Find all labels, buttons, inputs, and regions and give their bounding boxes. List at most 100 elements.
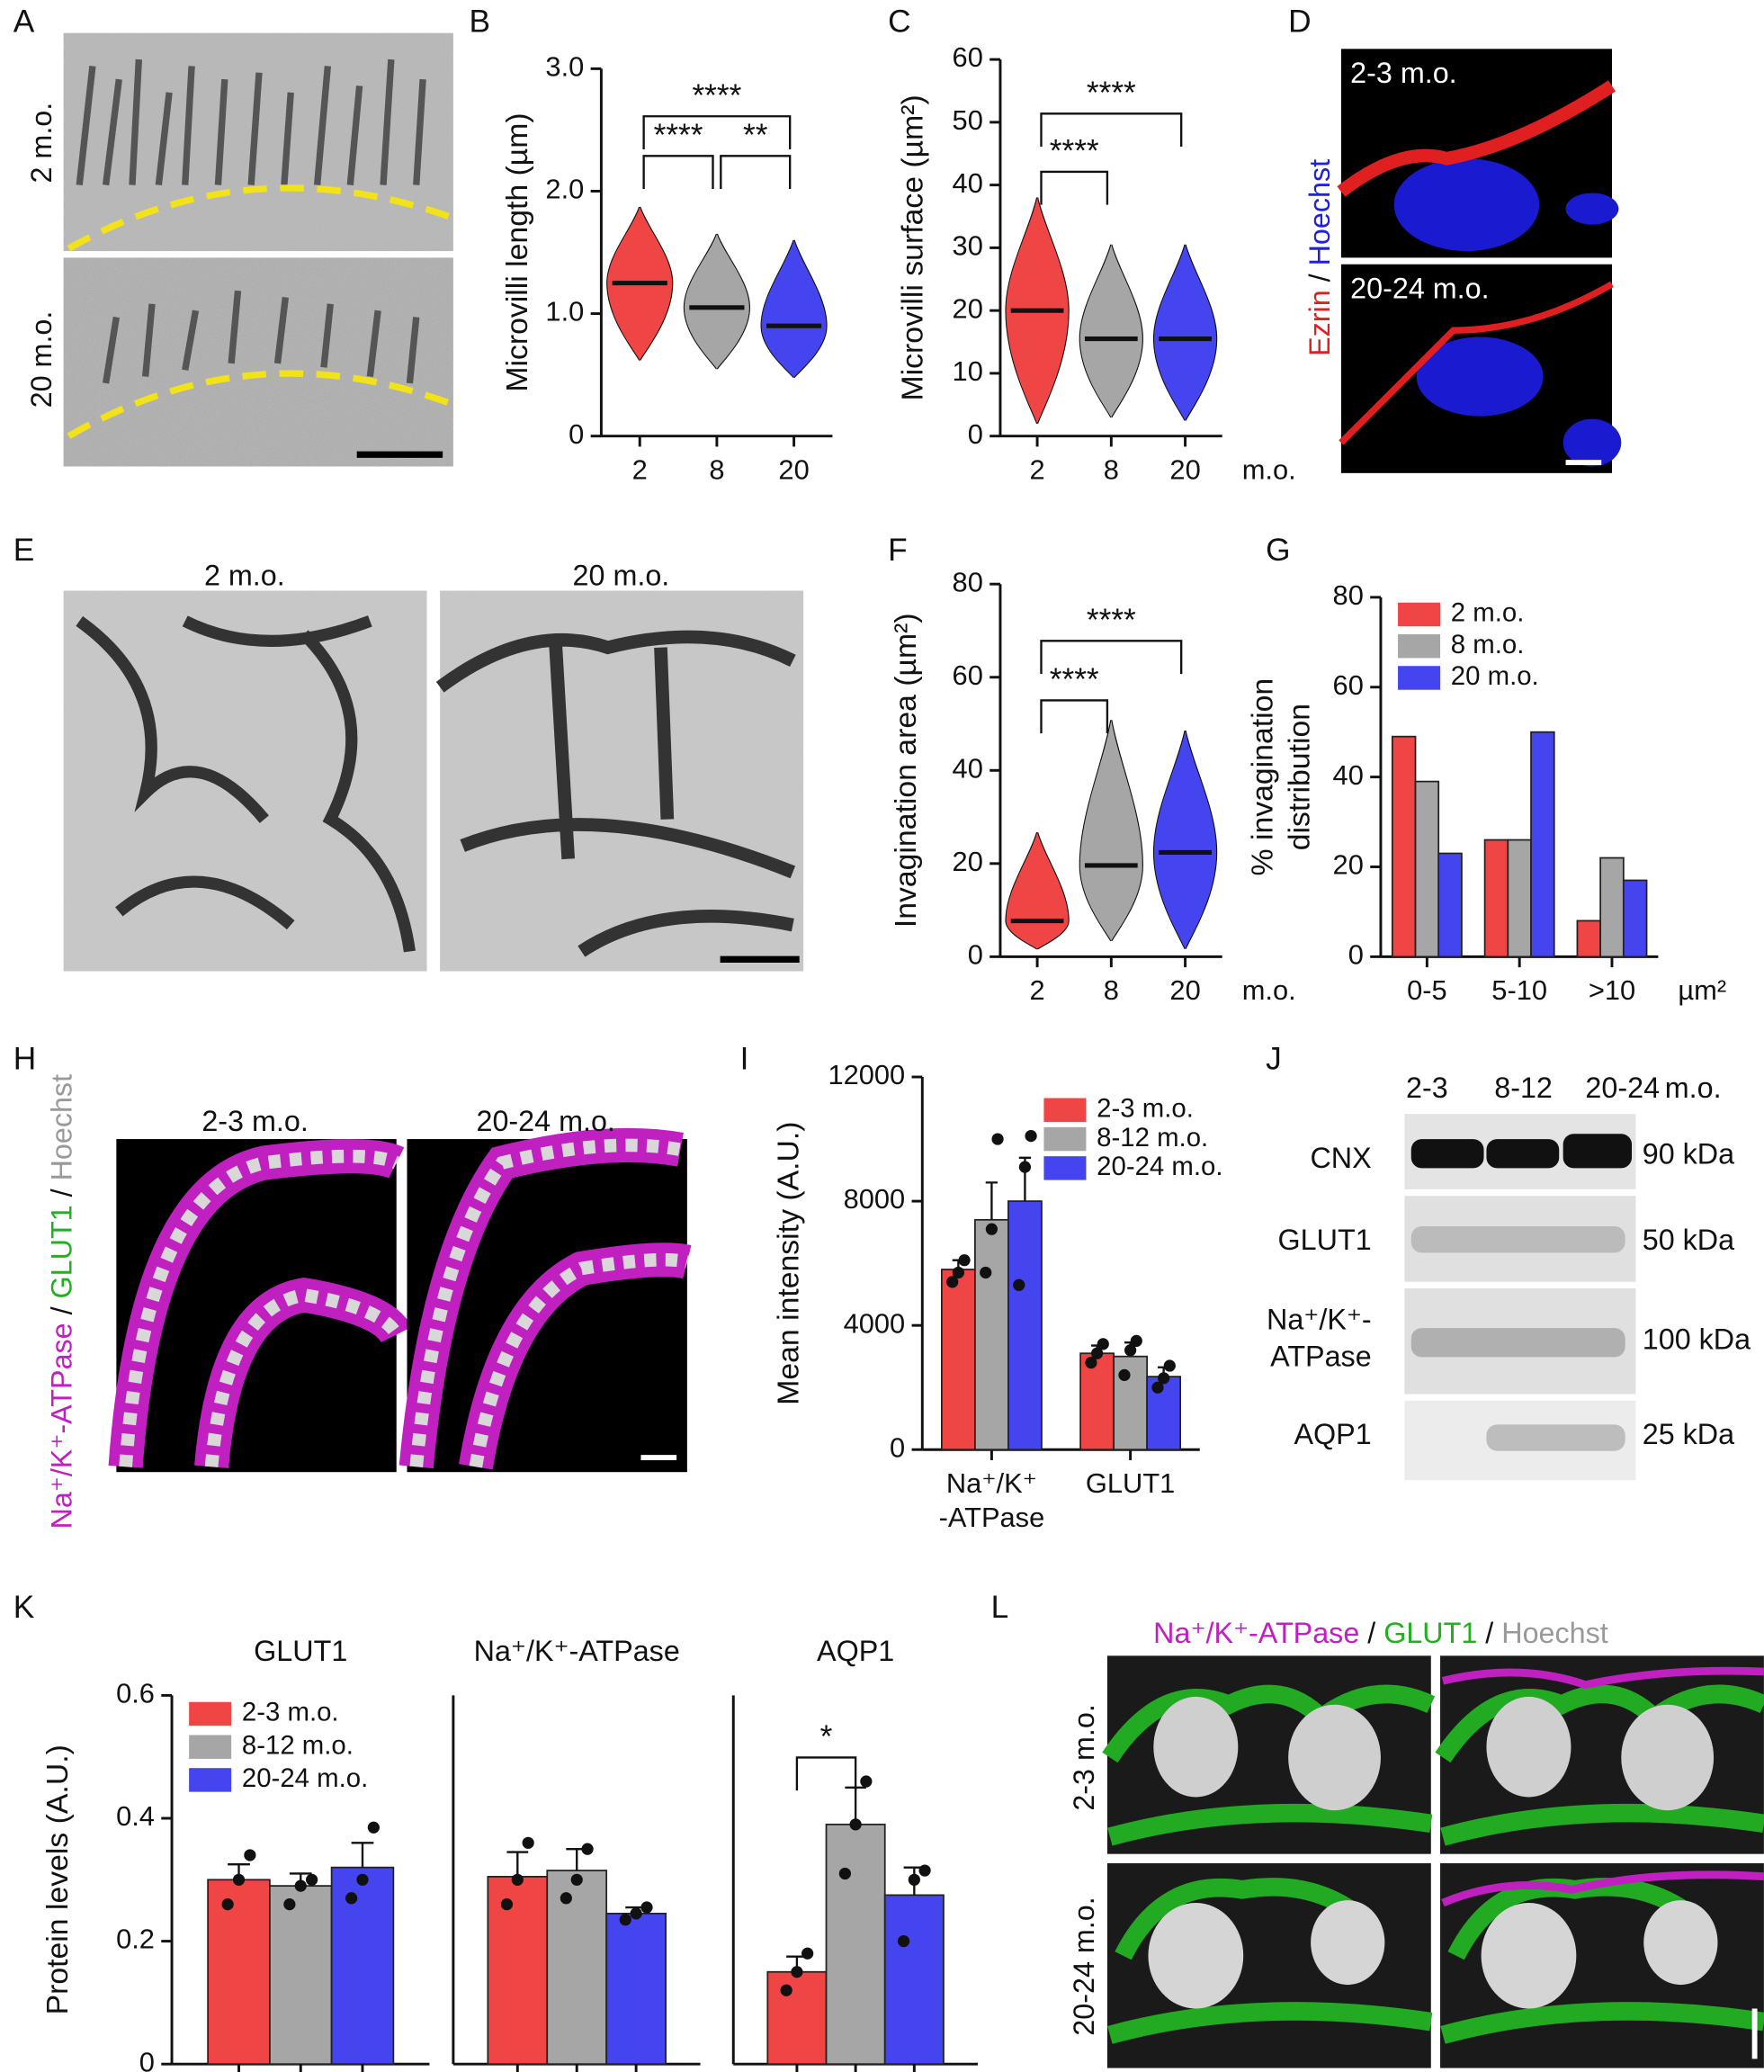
sig-bracket <box>642 155 714 190</box>
bar <box>207 1879 271 2066</box>
legend-swatch <box>1043 1098 1087 1122</box>
panel-letter: L <box>991 1590 1009 1625</box>
x-tick-label: 20 <box>1169 974 1200 1006</box>
panel-letter: E <box>13 533 35 568</box>
y-tick-label: 20 <box>953 846 983 877</box>
y-tick-label: 3.0 <box>545 51 584 83</box>
y-tick-label: 4000 <box>844 1307 906 1339</box>
ezrin-signal <box>1337 80 1616 197</box>
legend-swatch <box>1398 634 1441 659</box>
membrane-line <box>67 184 455 252</box>
bar <box>1007 1200 1043 1451</box>
nuclei <box>409 1138 689 1468</box>
y-tick-label: 40 <box>953 167 983 199</box>
membrane-line <box>67 370 451 439</box>
violin-fill <box>761 239 827 378</box>
panel-letter: G <box>1266 533 1290 568</box>
data-point <box>640 1901 653 1914</box>
y-tick-label: 12000 <box>828 1059 905 1090</box>
sig-label: **** <box>1087 76 1136 111</box>
x-tick-label: 20 <box>1169 453 1200 485</box>
panel-h-images: 2-3 m.o. 20-24 m.o. Na⁺/K⁺-ATPase / GLUT… <box>45 1074 692 1529</box>
x-tick-label: 2 <box>632 453 648 485</box>
band <box>1410 1328 1625 1358</box>
data-point <box>980 1266 992 1279</box>
bar <box>1483 839 1509 958</box>
stain-part: Hoechst <box>45 1074 77 1181</box>
data-point <box>985 1223 998 1235</box>
error-bar <box>351 1842 374 1868</box>
microvilli <box>76 58 426 186</box>
y-tick-label: 0 <box>968 939 983 971</box>
bar <box>1437 852 1463 958</box>
legend-swatch <box>189 1768 232 1792</box>
protein-label: CNX <box>1310 1142 1371 1174</box>
x-unit: m.o. <box>1242 974 1296 1006</box>
x-tick-label: 8 <box>1104 974 1119 1006</box>
data-point <box>581 1843 594 1855</box>
data-point <box>958 1254 971 1267</box>
image-label: 20-24 m.o. <box>477 1105 615 1137</box>
y-tick-label: 0 <box>890 1431 905 1463</box>
data-point <box>849 1818 862 1831</box>
bar <box>1391 735 1417 958</box>
image-label: 20-24 m.o. <box>1350 273 1489 305</box>
bar <box>1576 919 1602 958</box>
legend-label: 2-3 m.o. <box>1097 1094 1194 1124</box>
data-point <box>908 1873 920 1886</box>
protein-label: ATPase <box>1270 1340 1372 1372</box>
legend-swatch <box>1043 1126 1087 1152</box>
data-point <box>511 1873 524 1886</box>
lane-label: 20-24 <box>1585 1072 1660 1104</box>
em-texture <box>63 32 453 252</box>
atpase-signal <box>1441 1666 1764 1690</box>
band <box>1563 1134 1633 1169</box>
x-tick-label: 2 <box>1030 974 1045 1006</box>
y-tick-label: 60 <box>1333 669 1364 701</box>
y-axis-label: Microvilli surface (µm²) <box>895 94 929 400</box>
data-point <box>838 1867 851 1880</box>
violin-fill <box>1079 720 1142 941</box>
data-point <box>283 1898 296 1911</box>
sig-label: ** <box>743 118 768 153</box>
panel-j-blot: 2-3 8-12 20-24 m.o. CNX GLUT1 Na⁺/K⁺- AT… <box>1267 1072 1751 1480</box>
y-tick-label: 0 <box>968 418 983 450</box>
y-tick-label: 2.0 <box>545 174 584 205</box>
panel-letter: C <box>888 4 910 40</box>
bar <box>974 1218 1009 1451</box>
data-point <box>1085 1356 1097 1369</box>
nuclei <box>119 1149 403 1467</box>
data-point <box>1163 1359 1176 1372</box>
x-tick-label: 20 <box>778 453 809 485</box>
violin-fill <box>1006 832 1069 949</box>
em-texture <box>63 257 453 467</box>
image-label: 2-3 m.o. <box>1068 1704 1100 1810</box>
data-point <box>232 1873 246 1886</box>
legend-label: 20-24 m.o. <box>242 1763 368 1793</box>
bar <box>487 1876 549 2066</box>
y-axis-label: Microvilli length (µm) <box>500 112 534 391</box>
data-point <box>1130 1334 1142 1348</box>
atpase-signal <box>1441 1870 1764 1907</box>
nucleus <box>1486 1696 1571 1798</box>
bar <box>883 1894 945 2066</box>
bar <box>1079 1352 1115 1451</box>
panel-d-images: 2-3 m.o. 20-24 m.o. Ezrin / Hoechst <box>1303 49 1622 473</box>
stain-label: Na⁺/K⁺-ATPase / GLUT1 / Hoechst <box>45 1074 77 1529</box>
y-tick-label: 0.2 <box>116 1924 155 1955</box>
data-point <box>1018 1161 1032 1173</box>
bar <box>1414 780 1440 958</box>
y-tick-label: 60 <box>953 659 983 691</box>
bar <box>1530 731 1555 958</box>
y-axis-label: distribution <box>1283 704 1317 850</box>
data-point <box>630 1907 642 1920</box>
sig-bracket <box>1040 640 1183 675</box>
sig-bracket <box>720 155 792 190</box>
y-tick-label: 0.4 <box>116 1800 155 1832</box>
data-point <box>991 1133 1004 1145</box>
panel-letters: A B C D E F G H I J K L <box>13 4 1312 1626</box>
size-label: 90 kDa <box>1643 1138 1734 1171</box>
legend-label: 2-3 m.o. <box>242 1698 339 1727</box>
stain-part: / <box>45 1180 77 1205</box>
